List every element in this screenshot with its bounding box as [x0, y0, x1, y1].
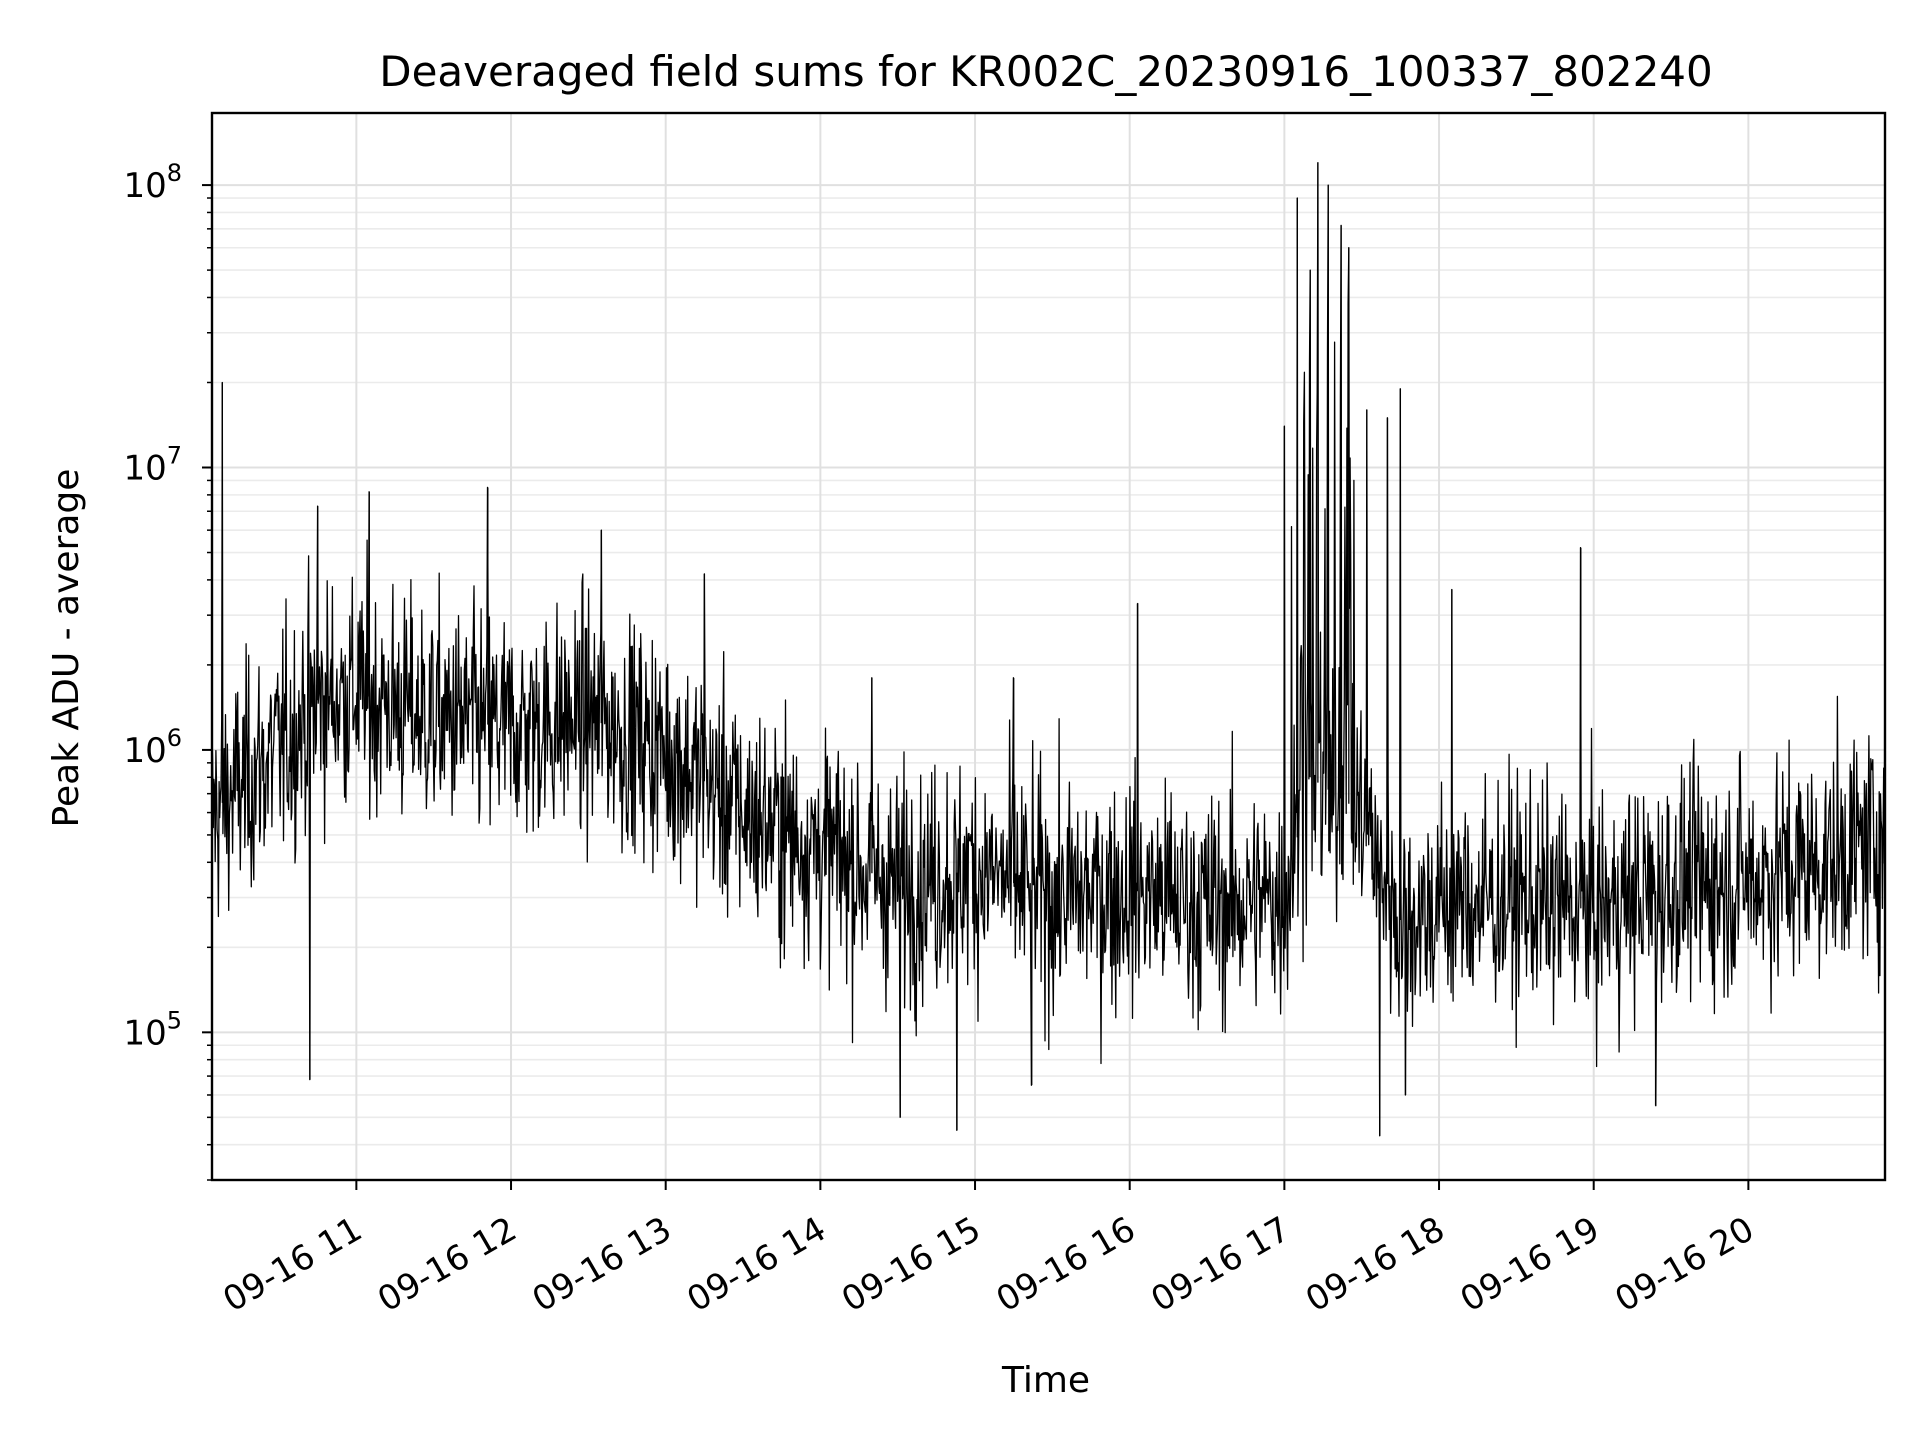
- x-axis-label: Time: [1001, 1360, 1090, 1401]
- y-axis-label: Peak ADU - average: [46, 469, 87, 828]
- chart-title: Deaveraged field sums for KR002C_2023091…: [379, 47, 1713, 96]
- y-tick-label: 106: [123, 724, 182, 771]
- y-tick-label: 108: [123, 159, 182, 206]
- y-tick-label: 107: [123, 442, 182, 489]
- y-tick-label: 105: [123, 1006, 182, 1053]
- series-line: [211, 162, 1886, 1137]
- plot-frame: [210, 111, 1887, 1182]
